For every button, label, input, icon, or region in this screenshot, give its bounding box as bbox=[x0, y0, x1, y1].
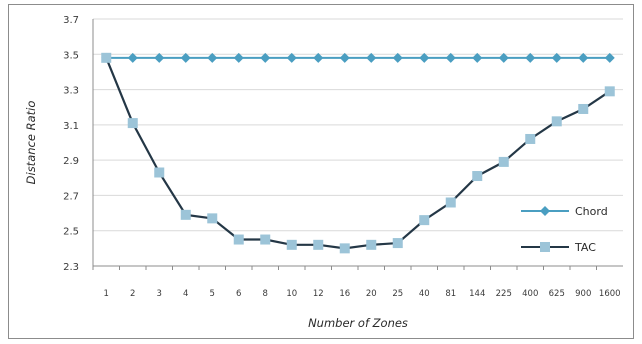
data-point-chord bbox=[392, 52, 403, 63]
data-point-chord bbox=[551, 52, 562, 63]
line-chart: 2.32.52.72.93.13.33.53.7 1 2 3 4 5 6 8 10 12 16 20… bbox=[24, 15, 623, 330]
data-point-chord bbox=[498, 52, 509, 63]
data-point-chord bbox=[604, 52, 615, 63]
x-tick-label: 4 bbox=[183, 289, 188, 299]
data-point-tac bbox=[498, 156, 509, 167]
y-axis-label: Distance Ratio bbox=[24, 101, 38, 185]
data-point-tac bbox=[233, 234, 244, 245]
legend: Chord TAC bbox=[521, 205, 608, 254]
data-point-chord bbox=[472, 52, 483, 63]
data-point-tac bbox=[366, 239, 377, 250]
data-point-tac bbox=[419, 215, 430, 226]
y-tick-label: 2.5 bbox=[63, 227, 79, 238]
x-tick-label: 400 bbox=[522, 289, 538, 299]
axes bbox=[92, 19, 623, 270]
x-axis-label: Number of Zones bbox=[308, 316, 408, 330]
x-tick-label: 900 bbox=[575, 289, 591, 299]
y-tick-label: 3.5 bbox=[63, 50, 79, 61]
x-tick-label: 12 bbox=[313, 289, 324, 299]
x-tick-label: 81 bbox=[445, 289, 456, 299]
x-tick-label: 16 bbox=[339, 289, 350, 299]
data-point-chord bbox=[127, 52, 138, 63]
data-point-chord bbox=[154, 52, 165, 63]
data-point-chord bbox=[207, 52, 218, 63]
x-tick-label: 225 bbox=[496, 289, 512, 299]
y-tick-label: 2.7 bbox=[63, 191, 79, 202]
x-tick-labels: 1 2 3 4 5 6 8 10 12 16 20 25 40 81 144 225 400 625 900 1600 bbox=[104, 289, 621, 299]
data-point-tac bbox=[525, 133, 536, 144]
data-point-chord bbox=[286, 52, 297, 63]
series-chord bbox=[101, 52, 615, 63]
data-point-tac bbox=[127, 118, 138, 129]
data-point-chord bbox=[578, 52, 589, 63]
data-point-tac bbox=[604, 86, 615, 97]
data-point-tac bbox=[101, 52, 112, 63]
data-point-tac bbox=[392, 238, 403, 249]
x-tick-label: 40 bbox=[419, 289, 430, 299]
y-tick-label: 2.9 bbox=[63, 156, 79, 167]
data-point-tac bbox=[339, 243, 350, 254]
x-tick-label: 6 bbox=[236, 289, 241, 299]
legend-label-chord: Chord bbox=[575, 205, 608, 218]
gridlines bbox=[93, 18, 623, 267]
data-point-chord bbox=[233, 52, 244, 63]
x-tick-label: 10 bbox=[286, 289, 297, 299]
y-tick-label: 3.1 bbox=[63, 121, 79, 132]
x-tick-label: 144 bbox=[469, 289, 485, 299]
legend-marker-chord bbox=[540, 206, 550, 216]
data-point-chord bbox=[445, 52, 456, 63]
x-tick-label: 8 bbox=[263, 289, 268, 299]
legend-item-chord: Chord bbox=[521, 205, 608, 218]
x-tick-label: 3 bbox=[157, 289, 162, 299]
data-point-chord bbox=[339, 52, 350, 63]
data-point-chord bbox=[419, 52, 430, 63]
data-point-tac bbox=[260, 234, 271, 245]
chart-frame: 2.3 2.5 2.7 2.9 3.1 3.3 3.5 3.7 1 2 3 4 5 6 8 10 12 16 20… bbox=[8, 4, 634, 339]
data-point-chord bbox=[525, 52, 536, 63]
legend-label-tac: TAC bbox=[574, 241, 596, 254]
data-point-tac bbox=[286, 239, 297, 250]
data-point-tac bbox=[578, 103, 589, 114]
legend-item-tac: TAC bbox=[521, 241, 596, 254]
data-point-tac bbox=[180, 209, 191, 220]
x-tick-label: 20 bbox=[366, 289, 377, 299]
data-point-chord bbox=[260, 52, 271, 63]
data-point-tac bbox=[207, 213, 218, 224]
x-tick-label: 25 bbox=[392, 289, 403, 299]
data-point-tac bbox=[472, 171, 483, 182]
y-tick-labels: 2.3 2.5 2.7 2.9 3.1 3.3 3.5 3.7 bbox=[63, 15, 79, 273]
x-tick-label: 2 bbox=[130, 289, 135, 299]
data-point-chord bbox=[180, 52, 191, 63]
y-tick-label: 2.3 bbox=[63, 262, 79, 273]
y-tick-label: 3.7 bbox=[63, 15, 79, 26]
data-point-tac bbox=[313, 239, 324, 250]
y-tick-label: 3.3 bbox=[63, 86, 79, 97]
x-tick-label: 1 bbox=[104, 289, 109, 299]
data-point-tac bbox=[445, 197, 456, 208]
data-point-chord bbox=[366, 52, 377, 63]
legend-marker-tac bbox=[540, 242, 550, 252]
data-point-tac bbox=[154, 167, 165, 178]
series-tac bbox=[101, 52, 615, 254]
x-tick-label: 625 bbox=[549, 289, 565, 299]
series bbox=[101, 52, 615, 254]
x-tick-label: 1600 bbox=[599, 289, 621, 299]
data-point-tac bbox=[551, 116, 562, 127]
x-tick-label: 5 bbox=[210, 289, 215, 299]
data-point-chord bbox=[313, 52, 324, 63]
